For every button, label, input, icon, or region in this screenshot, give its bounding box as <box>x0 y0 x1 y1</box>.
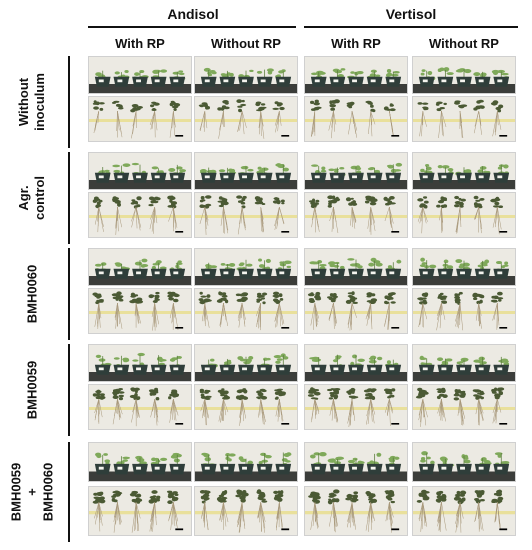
photo-roots-without-inoculum-andisol-without-rp <box>194 96 298 142</box>
photo-shoots-without-inoculum-vertisol-without-rp <box>412 56 516 94</box>
row-label-group-agr-control: Agr. control <box>0 152 80 244</box>
photo-roots-bmh0060-vertisol-with-rp <box>304 288 408 334</box>
photo-roots-agr-control-vertisol-without-rp <box>412 192 516 238</box>
photo-shoots-agr-control-vertisol-with-rp <box>304 152 408 190</box>
photo-shoots-bmh0059-bmh0060-vertisol-with-rp <box>304 442 408 482</box>
soil-rule-vertisol <box>304 26 518 28</box>
photo-roots-agr-control-vertisol-with-rp <box>304 192 408 238</box>
photo-roots-bmh0059-bmh0060-vertisol-with-rp <box>304 486 408 536</box>
photo-shoots-agr-control-andisol-with-rp <box>88 152 192 190</box>
photo-roots-bmh0059-vertisol-without-rp <box>412 384 516 430</box>
photo-roots-agr-control-andisol-with-rp <box>88 192 192 238</box>
photo-shoots-bmh0059-vertisol-without-rp <box>412 344 516 382</box>
photo-shoots-bmh0060-andisol-without-rp <box>194 248 298 286</box>
row-label-without-inoculum: Without inoculum <box>16 73 47 131</box>
photo-roots-without-inoculum-vertisol-without-rp <box>412 96 516 142</box>
photo-roots-bmh0059-andisol-without-rp <box>194 384 298 430</box>
photo-roots-bmh0060-vertisol-without-rp <box>412 288 516 334</box>
row-label-bmh0059: BMH0059 <box>24 360 39 420</box>
photo-shoots-agr-control-vertisol-without-rp <box>412 152 516 190</box>
photo-roots-bmh0059-andisol-with-rp <box>88 384 192 430</box>
photo-shoots-agr-control-andisol-without-rp <box>194 152 298 190</box>
photo-shoots-bmh0060-vertisol-with-rp <box>304 248 408 286</box>
photo-roots-without-inoculum-andisol-with-rp <box>88 96 192 142</box>
photo-shoots-bmh0060-andisol-with-rp <box>88 248 192 286</box>
row-label-group-bmh0059-bmh0060: BMH0059 + BMH0060 <box>0 442 80 542</box>
condition-label-vertisol-with-rp: With RP <box>331 36 381 51</box>
photo-roots-bmh0059-bmh0060-andisol-with-rp <box>88 486 192 536</box>
row-label-agr-control: Agr. control <box>16 175 47 221</box>
photo-shoots-bmh0059-andisol-with-rp <box>88 344 192 382</box>
condition-label-vertisol-without-rp: Without RP <box>429 36 499 51</box>
photo-roots-agr-control-andisol-without-rp <box>194 192 298 238</box>
photo-roots-without-inoculum-vertisol-with-rp <box>304 96 408 142</box>
row-label-group-without-inoculum: Without inoculum <box>0 56 80 148</box>
photo-shoots-bmh0059-bmh0060-andisol-without-rp <box>194 442 298 482</box>
photo-roots-bmh0060-andisol-without-rp <box>194 288 298 334</box>
photo-roots-bmh0059-bmh0060-vertisol-without-rp <box>412 486 516 536</box>
photo-shoots-bmh0059-bmh0060-vertisol-without-rp <box>412 442 516 482</box>
condition-label-andisol-without-rp: Without RP <box>211 36 281 51</box>
photo-shoots-without-inoculum-andisol-without-rp <box>194 56 298 94</box>
soil-header-vertisol: Vertisol <box>385 6 437 22</box>
soil-header-andisol: Andisol <box>167 6 219 22</box>
soil-rule-andisol <box>88 26 296 28</box>
photo-shoots-bmh0060-vertisol-without-rp <box>412 248 516 286</box>
photo-shoots-bmh0059-vertisol-with-rp <box>304 344 408 382</box>
photo-roots-bmh0060-andisol-with-rp <box>88 288 192 334</box>
photo-shoots-without-inoculum-vertisol-with-rp <box>304 56 408 94</box>
photo-shoots-without-inoculum-andisol-with-rp <box>88 56 192 94</box>
photo-roots-bmh0059-bmh0060-andisol-without-rp <box>194 486 298 536</box>
row-label-group-bmh0059: BMH0059 <box>0 344 80 436</box>
row-label-bmh0059-bmh0060: BMH0059 + BMH0060 <box>8 462 55 522</box>
row-label-group-bmh0060: BMH0060 <box>0 248 80 340</box>
condition-label-andisol-with-rp: With RP <box>115 36 165 51</box>
photo-shoots-bmh0059-andisol-without-rp <box>194 344 298 382</box>
photo-roots-bmh0059-vertisol-with-rp <box>304 384 408 430</box>
row-label-bmh0060: BMH0060 <box>24 264 39 324</box>
photo-shoots-bmh0059-bmh0060-andisol-with-rp <box>88 442 192 482</box>
